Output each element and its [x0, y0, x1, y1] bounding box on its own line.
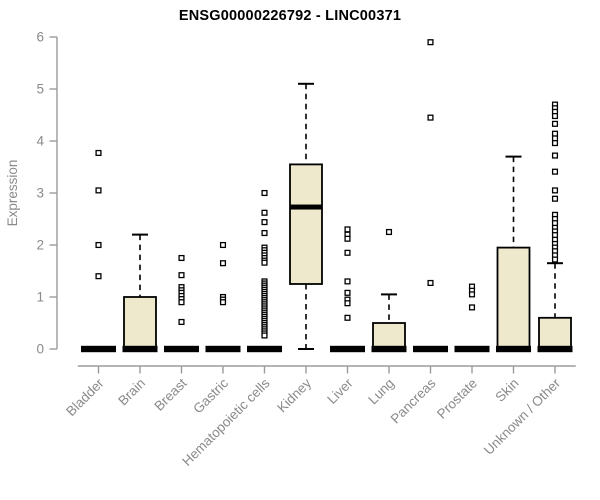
- box-brain: [123, 296, 157, 350]
- x-label-brain: Brain: [115, 376, 148, 409]
- collapsed-box-liver: [330, 345, 365, 353]
- median-line-unknown-other: [537, 345, 573, 353]
- outlier-breast-0: [178, 254, 185, 262]
- y-tick-label-0: 0: [36, 342, 44, 357]
- outlier-breast-8: [178, 318, 185, 326]
- outlier-hematopoietic-cells-0: [261, 189, 268, 197]
- x-label-lung: Lung: [365, 376, 397, 408]
- outlier-unknown-other-10: [551, 187, 559, 194]
- x-label-gastric: Gastric: [190, 375, 231, 416]
- collapsed-box-prostate: [454, 345, 490, 353]
- outlier-breast-7: [178, 299, 185, 306]
- chart-title: ENSG00000226792 - LINC00371: [178, 8, 402, 24]
- outlier-hematopoietic-cells-2: [261, 219, 268, 226]
- outlier-pancreas-2: [427, 279, 434, 287]
- collapsed-box-gastric: [205, 345, 241, 353]
- box-skin: [496, 246, 531, 350]
- median-line-brain: [122, 345, 158, 353]
- x-label-prostate: Prostate: [434, 376, 480, 422]
- outlier-unknown-other-4: [551, 120, 559, 127]
- outlier-liver-4: [344, 278, 351, 285]
- outlier-unknown-other-8: [551, 152, 559, 159]
- collapsed-box-hematopoietic-cells: [247, 345, 282, 353]
- collapsed-box-breast: [164, 345, 199, 353]
- outlier-gastric-4: [219, 299, 227, 306]
- outlier-bladder-0: [95, 149, 102, 157]
- collapsed-box-pancreas: [413, 345, 448, 353]
- outlier-hematopoietic-cells-3: [261, 229, 268, 237]
- outlier-liver-0: [344, 226, 351, 233]
- median-line-kidney: [290, 204, 322, 210]
- box-unknown-other: [538, 316, 572, 350]
- x-label-kidney: Kidney: [274, 375, 314, 415]
- y-tick-label-4: 4: [36, 134, 44, 149]
- outlier-gastric-1: [219, 260, 227, 267]
- outlier-gastric-0: [219, 241, 227, 249]
- outlier-hematopoietic-cells-1: [261, 209, 268, 216]
- x-label-bladder: Bladder: [63, 375, 107, 419]
- median-line-lung: [371, 345, 407, 353]
- outlier-liver-2: [344, 235, 351, 242]
- outlier-liver-7: [344, 300, 351, 307]
- outlier-liver-3: [344, 249, 351, 256]
- outlier-liver-8: [344, 314, 351, 321]
- outlier-bladder-1: [95, 187, 102, 194]
- outlier-pancreas-1: [427, 114, 434, 121]
- x-label-pancreas: Pancreas: [388, 375, 439, 426]
- outlier-unknown-other-3: [551, 112, 559, 120]
- outlier-prostate-3: [468, 304, 476, 311]
- outlier-lung-0: [385, 228, 393, 236]
- median-line-skin: [496, 345, 531, 353]
- y-tick-label-1: 1: [36, 290, 44, 305]
- outlier-bladder-3: [95, 273, 102, 280]
- box-lung: [372, 322, 406, 350]
- y-tick-label-5: 5: [36, 82, 44, 97]
- outlier-unknown-other-11: [551, 195, 559, 202]
- x-label-unknown-other: Unknown / Other: [481, 375, 564, 458]
- x-label-breast: Breast: [151, 375, 189, 413]
- outlier-hematopoietic-cells-10: [261, 259, 268, 266]
- y-tick-label-6: 6: [36, 30, 44, 45]
- outlier-pancreas-0: [427, 39, 434, 46]
- y-tick-label-2: 2: [36, 238, 44, 253]
- outlier-unknown-other-23: [551, 256, 559, 263]
- outlier-prostate-2: [468, 291, 476, 298]
- x-label-liver: Liver: [324, 375, 356, 407]
- x-label-skin: Skin: [492, 376, 521, 405]
- outlier-unknown-other-7: [551, 140, 559, 147]
- outlier-liver-5: [344, 289, 351, 296]
- outlier-bladder-2: [95, 241, 102, 249]
- outlier-hematopoietic-cells-37: [261, 332, 268, 339]
- collapsed-box-bladder: [81, 345, 116, 353]
- box-kidney: [289, 163, 323, 285]
- y-tick-label-3: 3: [36, 186, 44, 201]
- outlier-unknown-other-9: [551, 168, 559, 175]
- outlier-breast-1: [178, 272, 185, 279]
